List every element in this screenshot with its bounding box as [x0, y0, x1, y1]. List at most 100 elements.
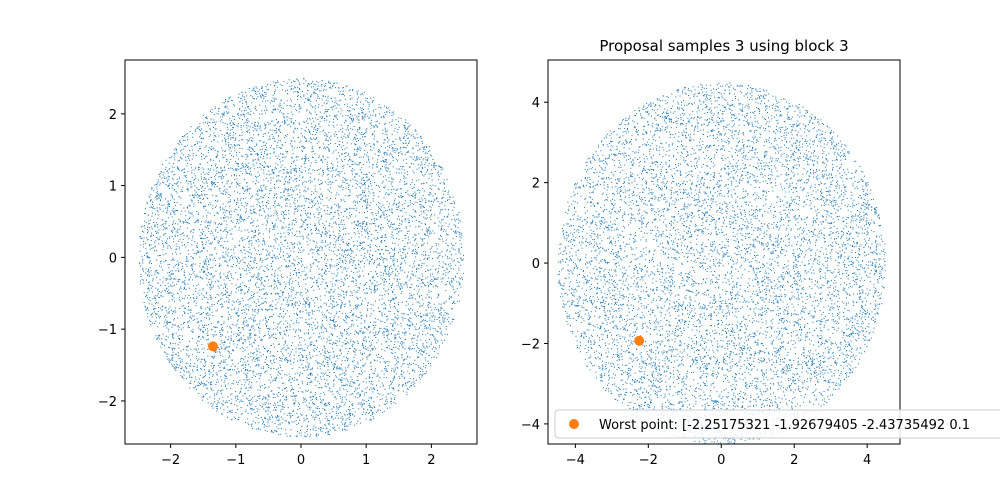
sample-point	[347, 267, 349, 269]
sample-point	[211, 267, 213, 268]
sample-point	[290, 390, 292, 392]
sample-point	[391, 284, 393, 286]
sample-point	[146, 222, 148, 224]
sample-point	[370, 383, 372, 385]
sample-point	[409, 333, 411, 335]
sample-point	[202, 365, 204, 367]
sample-point	[288, 421, 289, 423]
sample-point	[211, 311, 213, 313]
sample-point	[252, 97, 254, 99]
sample-point	[325, 111, 326, 113]
sample-point	[350, 248, 352, 249]
sample-point	[229, 259, 230, 261]
sample-point	[204, 193, 206, 195]
sample-point	[236, 169, 238, 171]
sample-point	[383, 197, 385, 199]
sample-point	[340, 334, 342, 336]
sample-point	[255, 162, 257, 164]
sample-point	[365, 97, 367, 99]
sample-point	[393, 258, 395, 260]
sample-point	[251, 222, 253, 224]
sample-point	[408, 137, 409, 139]
sample-point	[315, 259, 317, 261]
sample-point	[259, 198, 261, 200]
sample-point	[330, 192, 332, 194]
sample-point	[334, 342, 336, 344]
sample-point	[274, 187, 276, 189]
sample-point	[237, 335, 239, 337]
sample-point	[299, 196, 301, 198]
sample-point	[292, 290, 294, 292]
sample-point	[403, 342, 405, 344]
sample-point	[384, 236, 386, 238]
sample-point	[277, 142, 279, 144]
sample-point	[351, 104, 353, 106]
sample-point	[434, 165, 436, 167]
sample-point	[247, 203, 249, 205]
sample-point	[187, 250, 189, 251]
sample-point	[290, 254, 291, 256]
sample-point	[333, 150, 335, 152]
sample-point	[447, 313, 449, 315]
sample-point	[449, 257, 451, 259]
sample-point	[250, 147, 252, 149]
sample-point	[199, 256, 201, 258]
sample-point	[273, 239, 275, 241]
sample-point	[263, 145, 265, 147]
sample-point	[365, 328, 367, 330]
sample-point	[252, 140, 254, 142]
sample-point	[261, 146, 263, 147]
sample-point	[248, 243, 250, 245]
sample-point	[268, 330, 270, 332]
sample-point	[260, 253, 262, 255]
sample-point	[152, 247, 154, 249]
sample-point	[337, 417, 339, 419]
sample-point	[326, 265, 328, 267]
sample-point	[291, 368, 293, 369]
sample-point	[253, 168, 255, 170]
sample-point	[388, 272, 390, 274]
sample-point	[354, 233, 356, 235]
sample-point	[400, 283, 402, 285]
sample-point	[264, 280, 266, 282]
sample-point	[286, 435, 288, 437]
sample-point	[350, 143, 352, 145]
sample-point	[305, 98, 306, 100]
sample-point	[285, 209, 286, 211]
sample-point	[283, 232, 285, 234]
sample-point	[186, 144, 188, 146]
sample-point	[277, 287, 278, 289]
sample-point	[352, 178, 354, 180]
sample-point	[297, 91, 298, 93]
left-sample-points	[138, 78, 465, 438]
sample-point	[327, 431, 329, 433]
sample-point	[328, 312, 330, 314]
sample-point	[172, 324, 174, 326]
sample-point	[218, 107, 220, 109]
sample-point	[325, 315, 327, 317]
sample-point	[230, 210, 232, 212]
sample-point	[286, 390, 288, 392]
sample-point	[263, 185, 265, 187]
sample-point	[233, 324, 235, 326]
sample-point	[304, 304, 306, 306]
sample-point	[245, 387, 247, 389]
sample-point	[420, 137, 422, 139]
sample-point	[310, 336, 312, 338]
sample-point	[267, 420, 269, 422]
sample-point	[177, 262, 179, 264]
sample-point	[370, 415, 372, 416]
sample-point	[142, 230, 143, 232]
sample-point	[240, 391, 242, 393]
sample-point	[286, 310, 288, 312]
sample-point	[414, 201, 416, 203]
sample-point	[142, 279, 144, 281]
sample-point	[394, 128, 396, 130]
sample-point	[210, 387, 212, 389]
sample-point	[392, 223, 394, 225]
sample-point	[212, 159, 214, 161]
sample-point	[366, 161, 368, 163]
sample-point	[336, 356, 338, 358]
sample-point	[349, 191, 351, 193]
sample-point	[240, 273, 242, 275]
